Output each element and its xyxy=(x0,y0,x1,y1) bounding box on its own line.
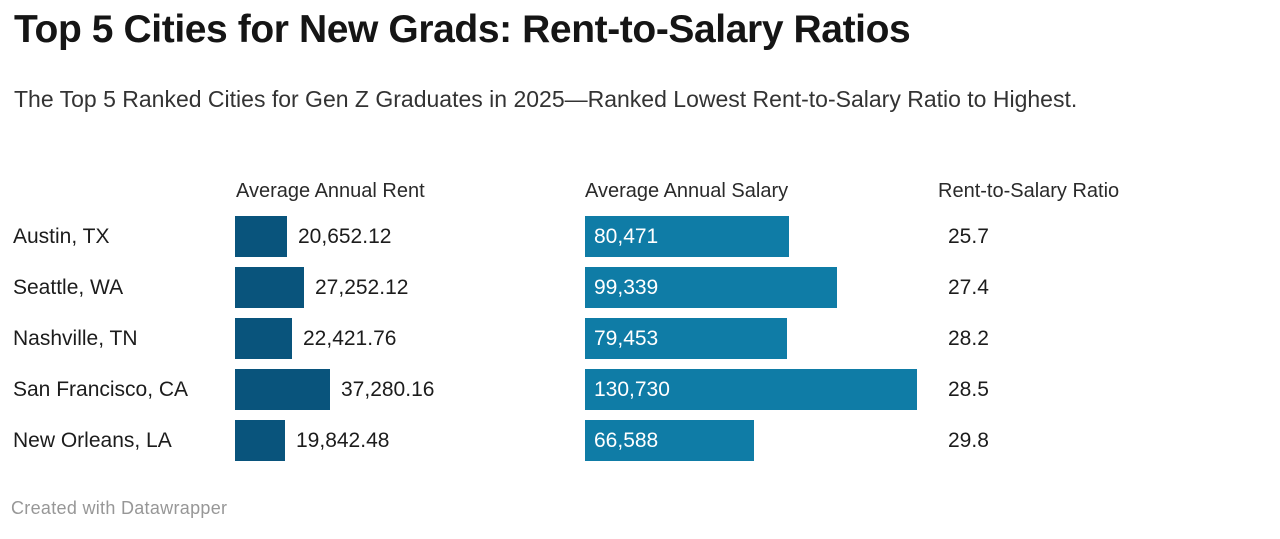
rent-bar xyxy=(235,318,292,359)
rent-value-label: 37,280.16 xyxy=(341,378,435,401)
ratio-value: 28.2 xyxy=(948,327,989,350)
salary-bar: 79,453 xyxy=(585,318,787,359)
rent-bar xyxy=(235,216,287,257)
table-row: New Orleans, LA 19,842.48 66,588 29.8 xyxy=(0,420,1280,461)
rent-bar xyxy=(235,420,285,461)
ratio-value: 25.7 xyxy=(948,225,989,248)
salary-value-label: 79,453 xyxy=(594,327,659,350)
ratio-value: 29.8 xyxy=(948,429,989,452)
rent-bar xyxy=(235,369,330,410)
rent-value-label: 22,421.76 xyxy=(303,327,397,350)
row-city-label: New Orleans, LA xyxy=(13,429,172,452)
salary-value-label: 66,588 xyxy=(594,429,659,452)
salary-value-label: 130,730 xyxy=(594,378,670,401)
salary-bar: 99,339 xyxy=(585,267,837,308)
chart-subtitle: The Top 5 Ranked Cities for Gen Z Gradua… xyxy=(14,86,1078,112)
table-row: San Francisco, CA 37,280.16 130,730 28.5 xyxy=(0,369,1280,410)
table-row: Austin, TX 20,652.12 80,471 25.7 xyxy=(0,216,1280,257)
table-row: Nashville, TN 22,421.76 79,453 28.2 xyxy=(0,318,1280,359)
ratio-value: 27.4 xyxy=(948,276,989,299)
column-header-rent: Average Annual Rent xyxy=(236,180,425,202)
rent-value-label: 19,842.48 xyxy=(296,429,390,452)
salary-value-label: 80,471 xyxy=(594,225,659,248)
row-city-label: Nashville, TN xyxy=(13,327,138,350)
row-city-label: Austin, TX xyxy=(13,225,110,248)
row-city-label: San Francisco, CA xyxy=(13,378,189,401)
salary-bar: 66,588 xyxy=(585,420,754,461)
rent-value-label: 27,252.12 xyxy=(315,276,409,299)
datawrapper-credit-link[interactable]: Created with Datawrapper xyxy=(11,498,228,518)
column-header-salary: Average Annual Salary xyxy=(585,180,789,202)
row-city-label: Seattle, WA xyxy=(13,276,124,299)
ratio-value: 28.5 xyxy=(948,378,989,401)
column-header-ratio: Rent-to-Salary Ratio xyxy=(938,180,1120,202)
rent-value-label: 20,652.12 xyxy=(298,225,392,248)
salary-bar: 80,471 xyxy=(585,216,789,257)
chart-title: Top 5 Cities for New Grads: Rent-to-Sala… xyxy=(14,8,911,51)
salary-value-label: 99,339 xyxy=(594,276,659,299)
salary-bar: 130,730 xyxy=(585,369,917,410)
table-row: Seattle, WA 27,252.12 99,339 27.4 xyxy=(0,267,1280,308)
rent-bar xyxy=(235,267,304,308)
